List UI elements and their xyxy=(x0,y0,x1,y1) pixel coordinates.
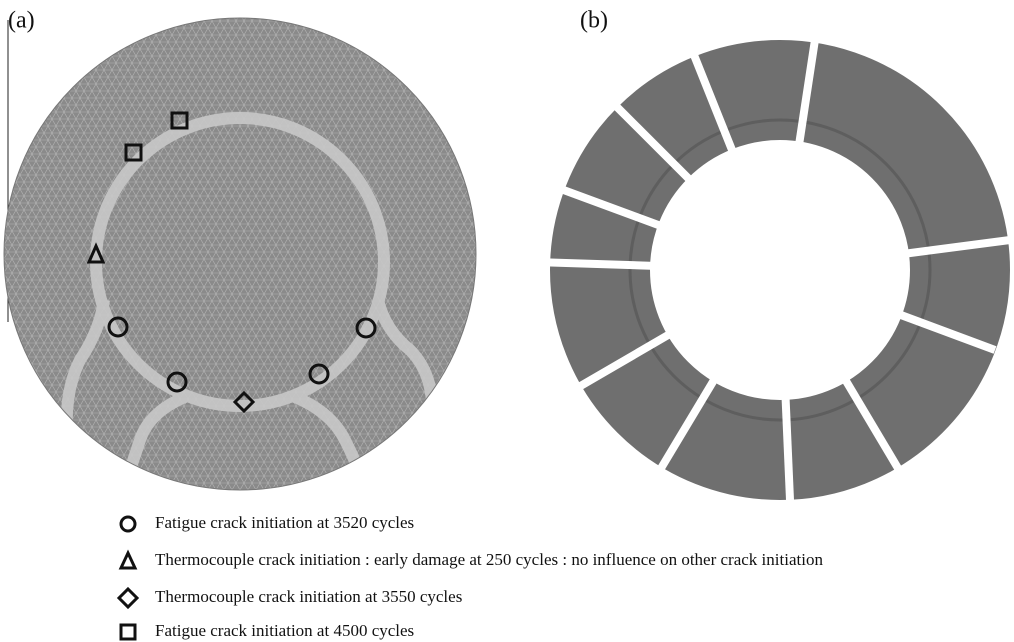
legend-markers xyxy=(119,517,137,639)
mesh-disc xyxy=(4,18,476,500)
legend-text: Thermocouple crack initiation : early da… xyxy=(155,550,823,569)
legend-text: Fatigue crack initiation at 3520 cycles xyxy=(155,513,414,532)
panel-label: (b) xyxy=(580,8,608,34)
legend-text: Fatigue crack initiation at 4500 cycles xyxy=(155,621,414,640)
broken-ring xyxy=(535,20,1010,500)
figure: (a) (b) Fatigue crack initiation at 3520… xyxy=(0,0,1014,642)
legend-text: Thermocouple crack initiation at 3550 cy… xyxy=(155,587,462,606)
panel-label: (a) xyxy=(8,8,35,34)
